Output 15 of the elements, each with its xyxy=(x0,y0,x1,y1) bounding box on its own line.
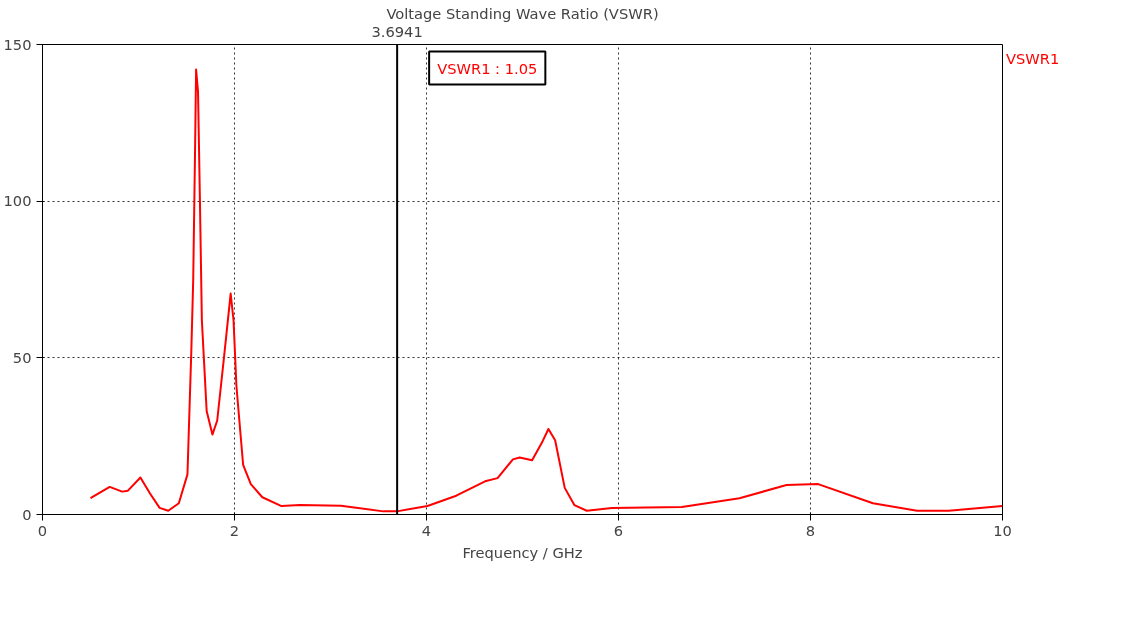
ref-line-label: 3.6941 xyxy=(371,22,423,40)
x-tick-label: 6 xyxy=(613,521,624,539)
annotation: VSWR1 : 1.05 xyxy=(437,59,538,77)
x-tick-label: 8 xyxy=(805,521,816,539)
y-tick-label: 50 xyxy=(12,348,32,366)
chart-title: Voltage Standing Wave Ratio (VSWR) xyxy=(386,4,659,22)
x-axis-title: Frequency / GHz xyxy=(462,543,583,561)
y-tick-label: 150 xyxy=(3,35,32,53)
x-tick-label: 4 xyxy=(421,521,432,539)
text: VSWR1 xyxy=(1006,49,1060,67)
y-tick-label: 100 xyxy=(3,192,32,210)
x-tick-label: 0 xyxy=(37,521,48,539)
y-tick-label: 0 xyxy=(22,505,32,523)
x-tick-label: 10 xyxy=(993,521,1012,539)
x-tick-label: 2 xyxy=(229,521,240,539)
